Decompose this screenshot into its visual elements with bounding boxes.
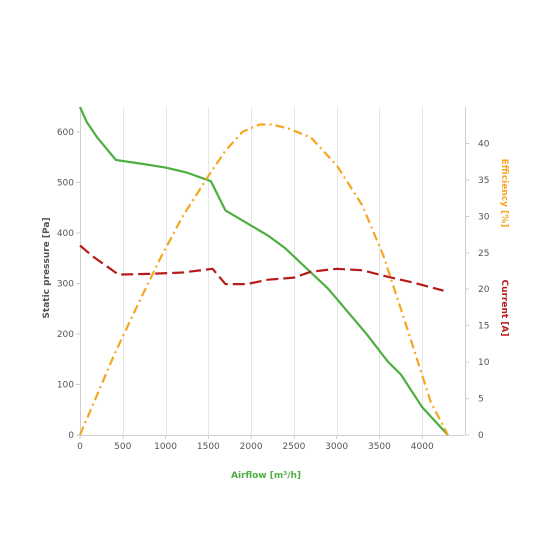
y-left-tick-label: 100: [57, 381, 74, 391]
x-tick-label: 4000: [411, 442, 434, 452]
y-right-tick-label: 15: [478, 322, 489, 332]
x-tick-label: 2500: [282, 442, 305, 452]
efficiency-line: [78, 123, 449, 436]
x-tick-label: 3000: [325, 442, 348, 452]
grid-lines: [80, 107, 423, 435]
y-right-tick-label: 30: [478, 212, 490, 222]
x-tick-label: 2000: [240, 442, 263, 452]
y-right-tick-label: 5: [478, 395, 484, 405]
y-axis-left-title: Static pressure [Pa]: [42, 217, 52, 318]
y-right-tick-label: 35: [478, 176, 489, 186]
y-right-tick-label: 40: [478, 139, 490, 149]
y-right-tick-label: 10: [478, 358, 490, 368]
y-left-tick-label: 600: [57, 128, 74, 138]
y-axis-efficiency-title: Efficiency [%]: [499, 159, 509, 228]
y-right-tick-label: 0: [478, 431, 484, 441]
y-right-tick-label: 25: [478, 249, 489, 259]
x-tick-label: 500: [114, 442, 131, 452]
y-axis-current-title: Current [A]: [499, 279, 509, 336]
y-left-tick-label: 200: [57, 330, 74, 340]
current-line: [79, 244, 444, 292]
x-tick-label: 1500: [197, 442, 220, 452]
series-lines: [78, 106, 449, 436]
y-left-tick-label: 500: [57, 179, 74, 189]
x-tick-label: 0: [77, 442, 83, 452]
x-axis-title: Airflow [m³/h]: [231, 471, 301, 481]
static-pressure-line: [78, 106, 449, 436]
y-left-tick-label: 0: [68, 431, 74, 441]
y-left-tick-label: 300: [57, 280, 74, 290]
tick-labels: 0 500 1000 1500 2000 2500 3000 3500 400001002003…: [57, 128, 490, 452]
y-right-tick-label: 20: [478, 285, 490, 295]
x-tick-label: 3500: [368, 442, 391, 452]
y-left-tick-label: 400: [57, 229, 74, 239]
x-tick-label: 1000: [154, 442, 177, 452]
axes: [76, 107, 469, 439]
